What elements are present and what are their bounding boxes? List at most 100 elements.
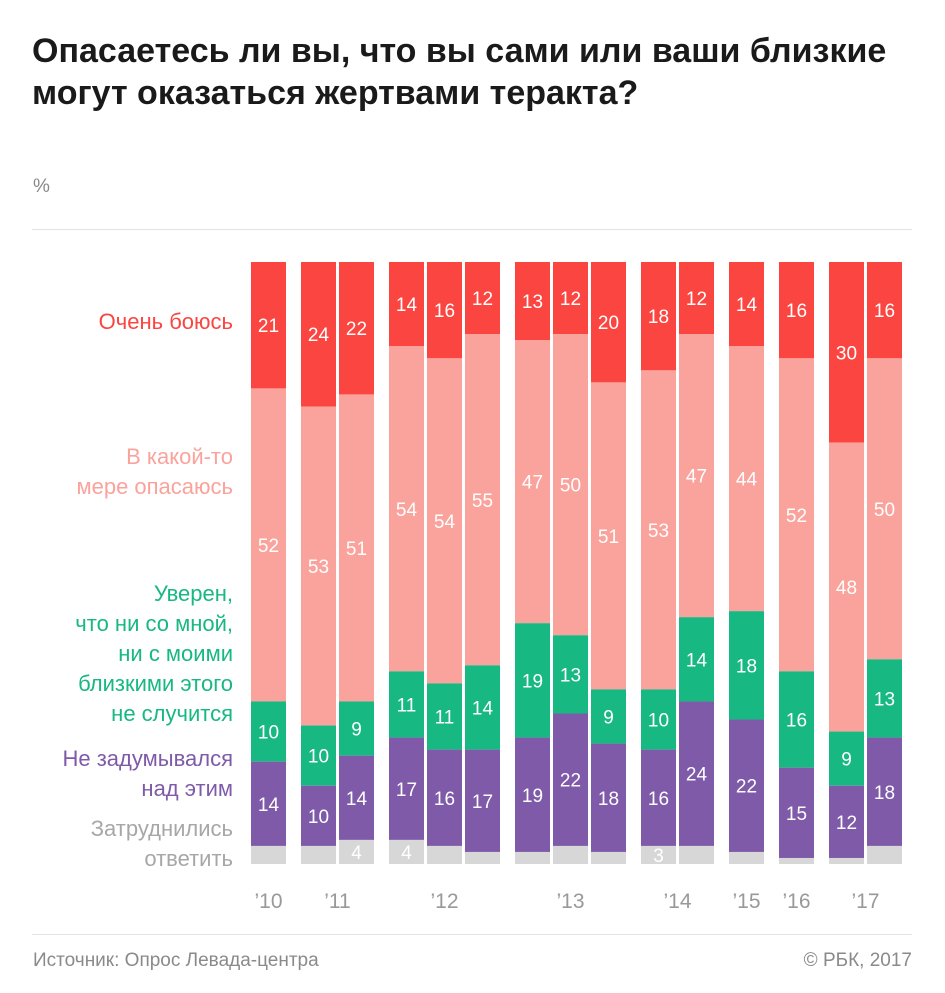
year-tick-label: ’17 bbox=[851, 890, 879, 913]
legend-line: ни с моими bbox=[118, 641, 233, 666]
segment-somewhat bbox=[553, 334, 588, 636]
value-label: 18 bbox=[874, 783, 895, 804]
year-tick-label: ’16 bbox=[782, 890, 810, 913]
value-label: 21 bbox=[258, 316, 279, 337]
value-label: 17 bbox=[396, 780, 417, 801]
legend-somewhat: В какой-то мере опасаюсь bbox=[0, 442, 233, 502]
segment-never_thought bbox=[829, 785, 864, 858]
value-label: 48 bbox=[836, 578, 857, 599]
value-label: 11 bbox=[435, 708, 455, 729]
bar-4: 14 54 11 17 4 bbox=[389, 262, 424, 864]
segment-very_afraid bbox=[465, 262, 500, 335]
legend-hard-to-say: Затруднились ответить bbox=[0, 814, 233, 874]
segment-never_thought bbox=[679, 701, 714, 846]
top-divider bbox=[32, 229, 912, 230]
value-label: 9 bbox=[603, 708, 614, 729]
segment-hard_to_say bbox=[465, 851, 500, 864]
unit-label: % bbox=[33, 176, 50, 197]
segment-hard_to_say bbox=[553, 845, 588, 864]
segment-confident bbox=[301, 725, 336, 786]
value-label: 18 bbox=[648, 307, 669, 328]
bar-14: 30 48 9 12 bbox=[829, 262, 864, 864]
value-label: 44 bbox=[736, 470, 758, 491]
segment-never_thought bbox=[339, 755, 374, 840]
segment-somewhat bbox=[515, 340, 550, 624]
segment-somewhat bbox=[465, 334, 500, 666]
segment-very_afraid bbox=[427, 262, 462, 359]
value-label: 51 bbox=[346, 539, 367, 560]
value-label: 24 bbox=[686, 765, 708, 786]
value-label: 16 bbox=[874, 301, 895, 322]
value-label: 12 bbox=[560, 289, 581, 310]
bar-3: 22 51 9 14 4 bbox=[339, 262, 374, 864]
segment-never_thought bbox=[251, 761, 286, 846]
segment-confident bbox=[465, 665, 500, 750]
legend-line: Очень боюсь bbox=[98, 309, 233, 334]
segment-somewhat bbox=[339, 394, 374, 702]
legend-line: Затруднились bbox=[90, 816, 233, 841]
segment-somewhat bbox=[301, 406, 336, 726]
legend-line: ответить bbox=[144, 846, 233, 871]
segment-hard_to_say bbox=[679, 845, 714, 864]
segment-very_afraid bbox=[729, 262, 764, 347]
bar-7: 13 47 19 19 bbox=[515, 262, 550, 864]
segment-somewhat bbox=[591, 382, 626, 690]
segment-confident bbox=[553, 635, 588, 714]
value-label: 16 bbox=[786, 711, 807, 732]
segment-somewhat bbox=[389, 346, 424, 672]
legend-line: близкими этого bbox=[78, 671, 233, 696]
segment-confident bbox=[339, 701, 374, 756]
bar-9: 20 51 9 18 bbox=[591, 262, 626, 864]
value-label: 14 bbox=[472, 698, 494, 719]
value-label: 54 bbox=[434, 512, 456, 533]
value-label: 30 bbox=[836, 343, 857, 364]
value-label: 24 bbox=[308, 325, 330, 346]
value-label: 14 bbox=[396, 295, 418, 316]
segment-very_afraid bbox=[339, 262, 374, 395]
segment-hard_to_say bbox=[301, 845, 336, 864]
segment-very_afraid bbox=[301, 262, 336, 407]
value-label: 47 bbox=[522, 473, 543, 494]
bar-6: 12 55 14 17 bbox=[465, 262, 500, 864]
segment-somewhat bbox=[829, 442, 864, 732]
value-label: 18 bbox=[598, 789, 619, 810]
segment-confident bbox=[779, 671, 814, 768]
segment-very_afraid bbox=[515, 262, 550, 341]
segment-hard_to_say bbox=[829, 857, 864, 864]
value-label: 22 bbox=[736, 777, 757, 798]
value-label: 55 bbox=[472, 491, 493, 512]
segment-very_afraid bbox=[553, 262, 588, 335]
legend-line: Уверен, bbox=[153, 581, 233, 606]
value-label: 14 bbox=[686, 650, 708, 671]
segment-confident bbox=[729, 611, 764, 720]
value-label: 20 bbox=[598, 313, 619, 334]
value-label: 10 bbox=[308, 747, 329, 768]
segment-hard_to_say bbox=[729, 851, 764, 864]
segment-confident bbox=[867, 659, 902, 738]
year-tick-label: ’15 bbox=[732, 890, 760, 913]
value-label: 13 bbox=[522, 292, 543, 313]
legend-line: не случится bbox=[111, 701, 233, 726]
legend-line: Не задумывался bbox=[62, 746, 233, 771]
chart-title: Опасаетесь ли вы, что вы сами или ваши б… bbox=[32, 32, 887, 112]
value-label: 22 bbox=[346, 319, 367, 340]
value-label: 17 bbox=[472, 792, 493, 813]
segment-very_afraid bbox=[867, 262, 902, 359]
segment-never_thought bbox=[389, 737, 424, 840]
value-label: 53 bbox=[648, 521, 669, 542]
year-tick-label: ’14 bbox=[663, 890, 691, 913]
year-tick-label: ’12 bbox=[430, 890, 458, 913]
bar-2: 24 53 10 10 bbox=[301, 262, 336, 864]
segment-hard_to_say bbox=[867, 845, 902, 864]
segment-never_thought bbox=[515, 737, 550, 852]
bar-12: 14 44 18 22 bbox=[729, 262, 764, 864]
segment-confident bbox=[251, 701, 286, 762]
segment-confident bbox=[829, 731, 864, 786]
segment-hard_to_say bbox=[515, 851, 550, 864]
segment-confident bbox=[591, 689, 626, 744]
value-label: 14 bbox=[258, 795, 280, 816]
value-label: 9 bbox=[351, 720, 362, 741]
segment-very_afraid bbox=[779, 262, 814, 359]
legend-confident: Уверен, что ни со мной, ни с моими близк… bbox=[0, 579, 233, 729]
